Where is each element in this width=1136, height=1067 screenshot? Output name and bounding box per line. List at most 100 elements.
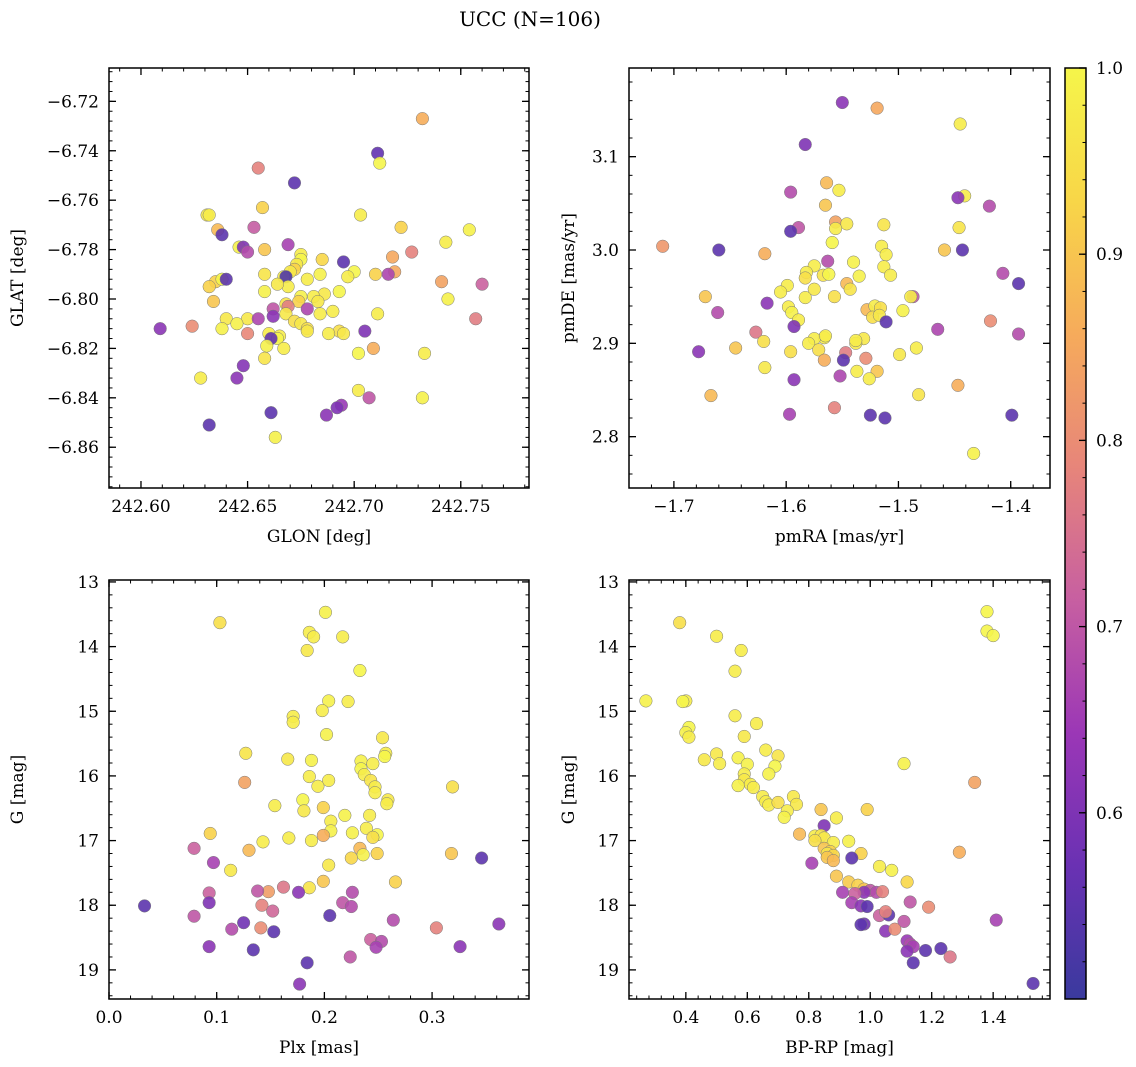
data-point: [774, 285, 788, 299]
y-tick-label: 19: [597, 961, 619, 981]
data-point: [405, 245, 419, 259]
data-point: [818, 198, 833, 212]
data-point: [968, 775, 982, 789]
data-point: [206, 856, 221, 870]
data-point: [875, 885, 890, 899]
data-point: [980, 605, 994, 619]
data-point: [302, 770, 316, 784]
data-point: [835, 95, 849, 110]
panel-2: −1.7 −1.6 −1.5 −1.4 2.8 2.9 3.0 3.1 pmRA [mas/yr…: [559, 67, 1051, 547]
y-tick-label: 18: [77, 896, 99, 916]
data-point: [281, 752, 295, 766]
data-point: [319, 408, 334, 422]
data-point: [323, 909, 337, 923]
data-point: [759, 743, 773, 757]
data-point: [415, 112, 429, 126]
data-point: [378, 749, 392, 764]
data-point: [225, 922, 239, 936]
data-point: [879, 315, 893, 329]
data-point: [710, 629, 724, 643]
data-point: [704, 389, 718, 403]
data-point: [749, 717, 764, 731]
data-point: [332, 285, 346, 299]
y-axis-label: GLAT [deg]: [8, 229, 28, 327]
y-tick-label: 16: [597, 767, 619, 787]
data-point: [239, 746, 253, 760]
y-tick-label: 2.9: [592, 334, 619, 354]
panel-1: 242.60 242.65 242.70 242.75 −6.72 −6.74 −6.76 −…: [8, 67, 530, 547]
data-point: [417, 346, 432, 360]
data-point: [829, 221, 843, 236]
data-point: [202, 940, 216, 954]
data-point: [922, 900, 936, 914]
data-point: [445, 780, 460, 794]
data-point: [366, 830, 380, 844]
data-point: [698, 290, 712, 304]
y-tick-label: 18: [597, 896, 619, 916]
data-point: [860, 802, 874, 817]
data-point: [264, 406, 278, 420]
data-point: [787, 319, 801, 334]
data-point: [287, 176, 302, 190]
data-point: [369, 940, 383, 954]
data-point: [336, 630, 350, 644]
data-point: [359, 821, 373, 835]
data-point: [258, 351, 272, 365]
data-point: [846, 255, 861, 269]
data-point: [202, 280, 216, 294]
data-point: [444, 846, 459, 861]
data-point: [475, 277, 489, 291]
data-point: [955, 243, 969, 257]
data-point: [692, 345, 706, 359]
data-point: [313, 307, 327, 321]
data-point: [843, 282, 857, 296]
data-point: [872, 859, 887, 874]
data-point: [983, 314, 998, 328]
data-point: [639, 694, 653, 708]
x-tick-label: 0.1: [203, 1008, 230, 1028]
data-point: [351, 346, 365, 360]
y-axis-label: G [mag]: [8, 755, 28, 824]
axes-frame: [108, 579, 530, 1000]
x-axis-label: GLON [deg]: [267, 527, 371, 547]
data-point: [363, 808, 377, 822]
data-point: [884, 268, 898, 282]
y-tick-label: 13: [597, 573, 619, 593]
data-point: [429, 921, 443, 935]
data-point: [931, 322, 945, 336]
panels: 242.60 242.65 242.70 242.75 −6.72 −6.74 −6.76 −…: [8, 67, 1051, 1058]
data-point: [251, 312, 265, 326]
data-point: [676, 695, 690, 709]
data-point: [238, 775, 252, 789]
x-tick-label: 242.70: [324, 497, 383, 517]
data-point: [336, 255, 351, 269]
y-tick-label: −6.80: [47, 290, 99, 310]
data-point: [897, 757, 911, 771]
data-point: [255, 898, 269, 912]
data-point: [336, 327, 351, 341]
data-point: [362, 391, 376, 405]
tick-marks: [109, 68, 529, 488]
data-point: [300, 272, 314, 286]
y-tick-label: 3.0: [592, 241, 619, 261]
data-point: [266, 904, 280, 918]
data-point: [338, 808, 352, 822]
data-point: [862, 372, 876, 386]
data-point: [967, 446, 981, 461]
data-point: [879, 905, 893, 919]
data-point: [316, 874, 330, 888]
x-tick-label: 0.2: [311, 1008, 338, 1028]
data-point: [893, 347, 907, 362]
x-tick-label: 1.2: [918, 1008, 945, 1028]
data-point: [840, 217, 854, 231]
data-point: [300, 643, 314, 658]
data-point: [918, 943, 933, 958]
data-point: [820, 176, 834, 190]
data-point: [986, 629, 1000, 643]
data-point: [731, 751, 745, 765]
x-tick-label: 242.60: [111, 497, 170, 517]
data-point: [311, 779, 325, 793]
data-point: [656, 239, 670, 253]
data-point: [734, 643, 748, 658]
